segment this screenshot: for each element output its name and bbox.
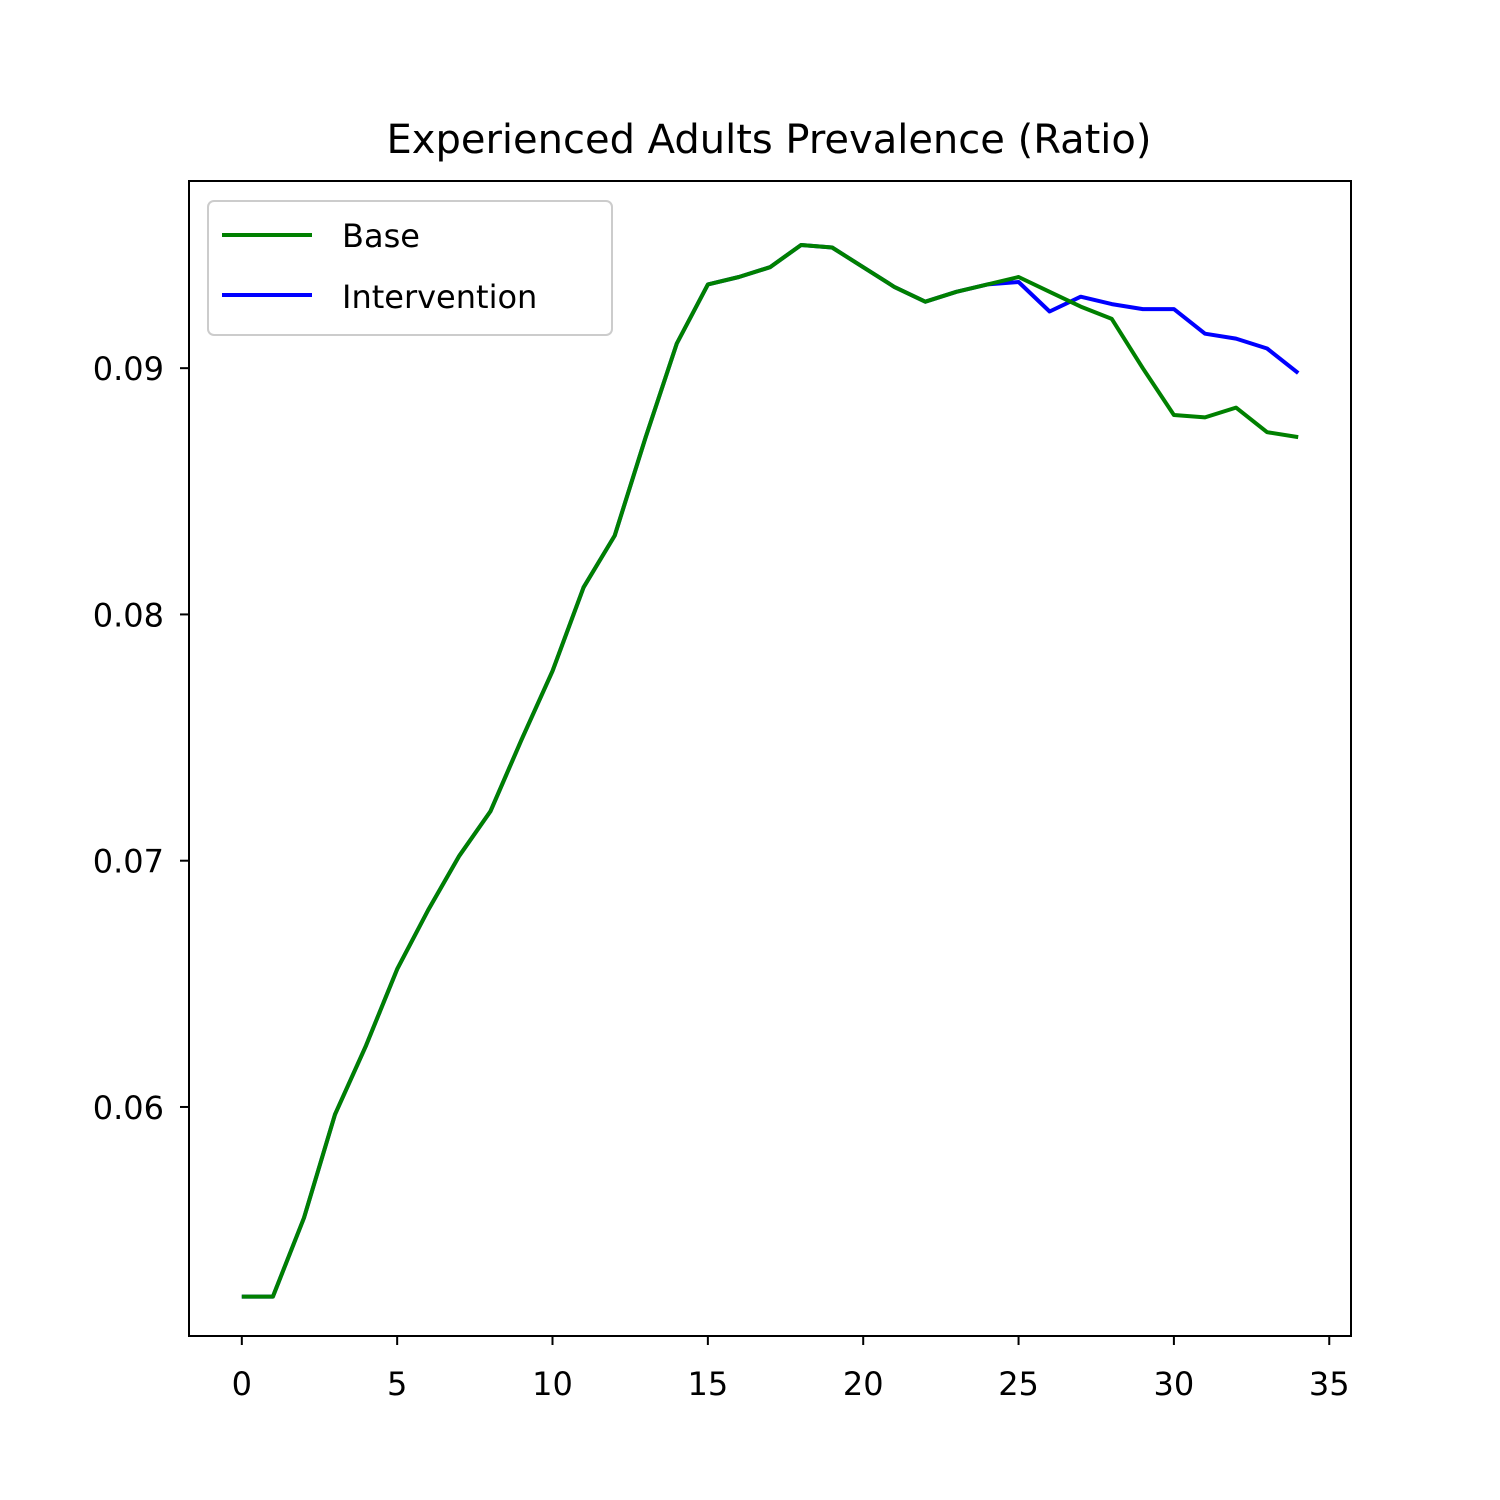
y-tick-label: 0.07 xyxy=(93,843,164,881)
y-tick-label: 0.08 xyxy=(93,596,164,634)
y-tick-label: 0.09 xyxy=(93,350,164,388)
plot-frame xyxy=(188,180,1352,1337)
x-tick-label: 25 xyxy=(998,1365,1039,1403)
x-tick-label: 30 xyxy=(1154,1365,1195,1403)
series-line-base xyxy=(241,243,1299,1299)
legend-label-intervention: Intervention xyxy=(342,278,537,316)
legend-label-base: Base xyxy=(342,217,420,255)
x-tick-label: 0 xyxy=(232,1365,252,1403)
series-line-intervention xyxy=(241,243,1300,1299)
x-axis: 0 5 10 15 20 25 30 35 xyxy=(232,1336,1350,1403)
y-axis: 0.06 0.07 0.08 0.09 xyxy=(93,350,189,1127)
x-tick-label: 5 xyxy=(387,1365,407,1403)
legend: Base Intervention xyxy=(207,200,613,336)
y-tick-label: 0.06 xyxy=(93,1089,164,1127)
x-tick-label: 20 xyxy=(843,1365,884,1403)
x-tick-label: 35 xyxy=(1309,1365,1350,1403)
x-tick-label: 15 xyxy=(688,1365,729,1403)
chart-title: Experienced Adults Prevalence (Ratio) xyxy=(387,117,1152,163)
x-tick-label: 10 xyxy=(532,1365,573,1403)
plot-lines xyxy=(241,243,1300,1299)
